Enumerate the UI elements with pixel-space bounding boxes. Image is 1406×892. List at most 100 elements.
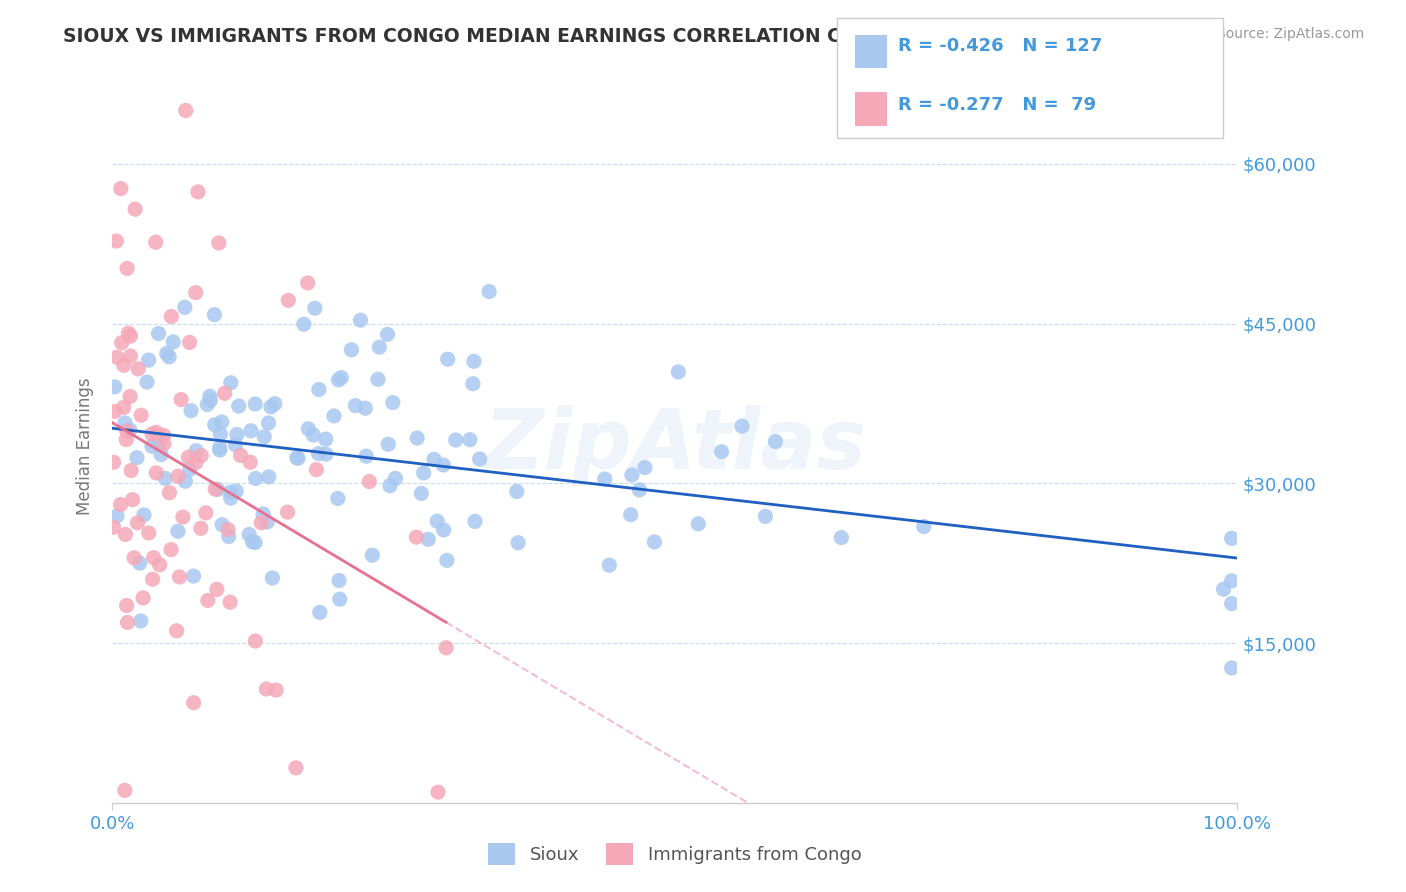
Point	[257, 470, 280, 484]
Point	[186, 443, 208, 458]
Y-axis label: Median Earnings: Median Earnings	[76, 377, 94, 515]
Point	[115, 424, 138, 438]
Point	[155, 471, 177, 485]
Point	[105, 351, 128, 365]
Point	[148, 438, 170, 452]
Point	[239, 455, 262, 469]
Point	[598, 558, 620, 573]
Point	[593, 472, 616, 486]
Point	[219, 485, 242, 500]
Point	[262, 571, 284, 585]
Point	[354, 401, 377, 416]
Point	[157, 350, 180, 364]
Point	[330, 370, 353, 384]
Point	[104, 380, 127, 394]
Point	[132, 508, 155, 522]
Point	[219, 595, 242, 609]
Point	[219, 376, 242, 390]
Point	[174, 474, 197, 488]
Point	[167, 524, 190, 539]
Point	[184, 456, 207, 470]
Point	[436, 553, 458, 567]
Point	[349, 313, 371, 327]
Text: R = -0.277   N =  79: R = -0.277 N = 79	[898, 95, 1097, 113]
Point	[184, 285, 207, 300]
Point	[406, 431, 429, 445]
Point	[127, 362, 149, 376]
Point	[340, 343, 363, 357]
Point	[142, 572, 165, 586]
Point	[110, 181, 132, 195]
Point	[204, 417, 226, 432]
Point	[198, 389, 221, 403]
Point	[308, 447, 330, 461]
Point	[170, 392, 193, 407]
Point	[257, 416, 280, 430]
Point	[1220, 574, 1243, 588]
Point	[103, 455, 125, 469]
Point	[643, 535, 665, 549]
Point	[207, 483, 229, 497]
Point	[114, 783, 136, 797]
Point	[115, 599, 138, 613]
Point	[117, 615, 139, 630]
Point	[111, 335, 134, 350]
Point	[142, 550, 165, 565]
Point	[219, 491, 242, 505]
Point	[120, 329, 142, 343]
Point	[308, 383, 330, 397]
Point	[177, 450, 200, 465]
Point	[377, 437, 399, 451]
Point	[253, 430, 276, 444]
Point	[427, 785, 450, 799]
Point	[148, 326, 170, 341]
Point	[412, 466, 434, 480]
Point	[120, 389, 142, 403]
Point	[156, 346, 179, 360]
Point	[229, 449, 252, 463]
Point	[190, 449, 212, 463]
Point	[125, 450, 148, 465]
Point	[157, 485, 180, 500]
Point	[323, 409, 346, 423]
Point	[110, 498, 132, 512]
Point	[218, 530, 240, 544]
Point	[354, 449, 377, 463]
Point	[162, 334, 184, 349]
Point	[217, 523, 239, 537]
Point	[277, 293, 299, 308]
Point	[120, 349, 142, 363]
Point	[287, 451, 309, 466]
Point	[367, 372, 389, 386]
Point	[115, 261, 138, 276]
Point	[127, 516, 149, 530]
Point	[117, 326, 139, 340]
Point	[405, 530, 427, 544]
Point	[152, 428, 174, 442]
Point	[264, 683, 287, 698]
Point	[183, 569, 205, 583]
Point	[124, 202, 146, 217]
Point	[461, 376, 484, 391]
Point	[731, 419, 754, 434]
Point	[114, 416, 136, 430]
Point	[132, 591, 155, 605]
Point	[179, 335, 201, 350]
Point	[444, 433, 467, 447]
Point	[121, 492, 143, 507]
Point	[103, 520, 125, 534]
Point	[260, 400, 283, 414]
Point	[150, 448, 173, 462]
Point	[166, 624, 188, 638]
Point	[377, 327, 399, 342]
Point	[149, 558, 172, 572]
Point	[240, 424, 263, 438]
Text: Source: ZipAtlas.com: Source: ZipAtlas.com	[1216, 27, 1364, 41]
Point	[1212, 582, 1234, 597]
Point	[250, 516, 273, 530]
Point	[104, 404, 127, 418]
Point	[115, 433, 138, 447]
Point	[136, 375, 159, 389]
Point	[180, 403, 202, 417]
Point	[304, 301, 326, 316]
